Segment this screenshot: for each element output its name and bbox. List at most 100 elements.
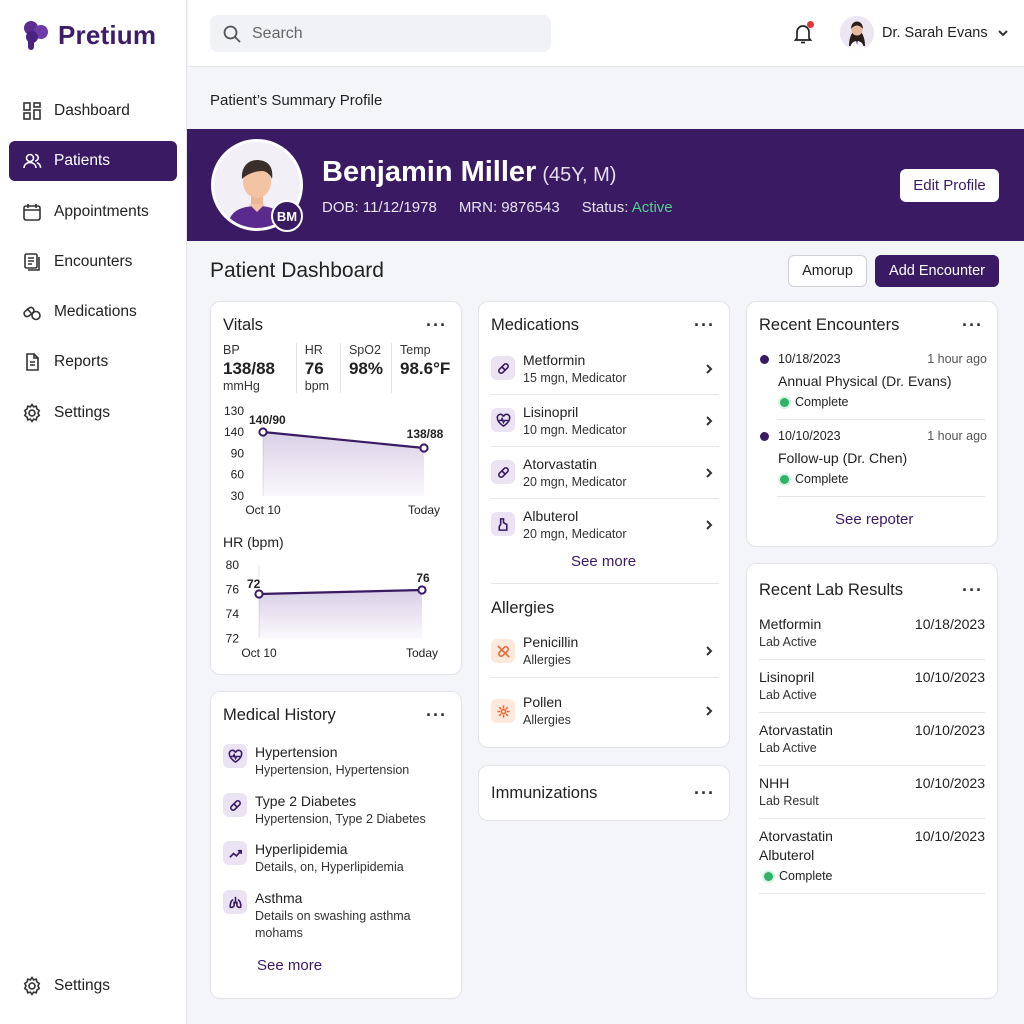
y-tick-label: 72: [226, 632, 240, 646]
edit-profile-button[interactable]: Edit Profile: [900, 169, 999, 202]
user-menu[interactable]: Dr. Sarah Evans: [840, 16, 1010, 50]
history-sub: Hypertension, Hypertension: [255, 763, 410, 777]
app-logo[interactable]: Pretium: [20, 18, 156, 52]
status-dot: [764, 871, 773, 881]
encounter-item[interactable]: 10/10/2023 1 hour ago Follow-up (Dr. Che…: [747, 425, 999, 497]
data-point: [419, 443, 429, 453]
gear-icon: [23, 402, 41, 423]
encounter-item[interactable]: 10/18/2023 1 hour ago Annual Physical (D…: [747, 348, 999, 420]
lab-status: Lab Active: [759, 688, 817, 702]
allergies-title: Allergies: [491, 599, 555, 617]
medication-row[interactable]: Metformin 15 mgn, Medicator: [491, 346, 719, 395]
lab-date: 10/10/2023: [914, 669, 985, 685]
more-options-button[interactable]: ···: [962, 580, 983, 600]
y-tick-label: 76: [226, 583, 240, 597]
patient-name: Benjamin Miller (45Y, M): [322, 156, 616, 189]
see-more-link[interactable]: See more: [257, 957, 323, 974]
inhaler-icon: [497, 517, 508, 531]
see-more-link[interactable]: See more: [571, 553, 637, 570]
vital-label: SpO2: [348, 343, 381, 357]
lab-date: 10/10/2023: [914, 722, 985, 738]
lab-row[interactable]: Lisinopril Lab Active 10/10/2023: [759, 667, 985, 713]
lab-row[interactable]: Atorvastatin Lab Active 10/10/2023: [759, 720, 985, 766]
lab-date: 10/18/2023: [914, 616, 985, 632]
sidebar-item-settings-bottom[interactable]: Settings: [9, 966, 177, 1006]
chevron-down-icon: [997, 30, 1008, 37]
more-options-button[interactable]: ···: [962, 315, 983, 335]
icon-container: [223, 744, 247, 768]
sidebar-bottom: Settings: [9, 966, 177, 1016]
patient-mrn: MRN: 9876543: [458, 199, 560, 216]
y-tick-label: 140: [224, 425, 244, 439]
more-options-button[interactable]: ···: [426, 315, 447, 335]
sidebar-item-appointments[interactable]: Appointments: [9, 192, 177, 232]
divider: [491, 583, 719, 584]
icon-container: [491, 356, 515, 380]
medication-row[interactable]: Atorvastatin 20 mgn, Medicator: [491, 450, 719, 499]
y-tick-label: 74: [226, 607, 240, 621]
series-line: [258, 588, 423, 596]
sidebar-item-reports[interactable]: Reports: [9, 342, 177, 382]
icon-container: [491, 460, 515, 484]
encounter-title: Follow-up (Dr. Chen): [778, 450, 908, 466]
more-options-button[interactable]: ···: [694, 315, 715, 335]
vital-label: HR: [304, 343, 323, 357]
encounter-date: 10/18/2023: [778, 352, 841, 366]
dashboard-icon: [23, 102, 41, 120]
medication-dose: 20 mgn, Medicator: [523, 527, 627, 541]
search-box[interactable]: [210, 15, 551, 52]
patient-age-sex: (45Y, M): [542, 164, 617, 186]
notification-badge: [807, 21, 814, 28]
user-photo-icon: [840, 16, 874, 50]
allergy-type: Allergies: [523, 713, 571, 727]
lab-status: Lab Active: [759, 741, 817, 755]
icon-container: [223, 793, 247, 817]
sidebar-item-encounters[interactable]: Encounters: [9, 242, 177, 282]
medication-row[interactable]: Albuterol 20 mgn, Medicator: [491, 502, 719, 551]
allergy-row[interactable]: Penicillin Allergies: [491, 627, 719, 678]
immunizations-card[interactable]: Immunizations ···: [478, 765, 730, 821]
status-value: Active: [631, 199, 673, 216]
medication-name: Metformin: [523, 352, 586, 368]
patient-name-text: Benjamin Miller: [322, 156, 537, 188]
icon-container: [223, 890, 247, 914]
status-dot: [780, 474, 789, 484]
medical-history-card: Medical History ··· Hypertension Hyperte…: [210, 691, 462, 999]
pills-icon: [23, 306, 41, 321]
patient-meta: DOB: 11/12/1978 MRN: 9876543 Status: Act…: [322, 199, 673, 216]
add-encounter-button[interactable]: Add Encounter: [875, 255, 999, 287]
card-title: Immunizations: [491, 784, 598, 802]
status-badge: Complete: [764, 869, 833, 883]
vital-unit: bpm: [304, 379, 330, 393]
bp-chart: 130 140 90 60 30 140/90 138/88 Oct 10 Today: [224, 404, 444, 517]
lab-row[interactable]: Metformin Lab Active 10/18/2023: [759, 614, 985, 660]
encounters-icon: [24, 253, 40, 271]
no-pill-icon: [496, 644, 510, 658]
sidebar-item-patients[interactable]: Patients: [9, 141, 177, 182]
vital-value: 76: [304, 359, 324, 378]
medication-name: Albuterol: [523, 508, 579, 524]
sidebar-item-dashboard[interactable]: Dashboard: [9, 91, 177, 131]
encounter-date: 10/10/2023: [778, 429, 841, 443]
notifications-button[interactable]: [792, 21, 816, 46]
sidebar-item-label: Dashboard: [54, 102, 130, 119]
allergy-row[interactable]: Pollen Allergies: [491, 687, 719, 737]
medication-dose: 15 mgn, Medicator: [523, 371, 627, 385]
sidebar-item-medications[interactable]: Medications: [9, 292, 177, 332]
amorup-button[interactable]: Amorup: [788, 255, 867, 287]
area-fill: [259, 590, 422, 638]
more-options-button[interactable]: ···: [694, 783, 715, 803]
sidebar-item-label: Settings: [54, 403, 111, 421]
sidebar-item-settings[interactable]: Settings: [9, 393, 177, 433]
medication-dose: 20 mgn, Medicator: [523, 475, 627, 489]
data-point: [254, 589, 264, 599]
encounter-time: 1 hour ago: [927, 352, 987, 366]
medication-row[interactable]: Lisinopril 10 mgn. Medicator: [491, 398, 719, 447]
lab-row[interactable]: NHH Lab Result 10/10/2023: [759, 772, 985, 819]
search-input[interactable]: [252, 24, 532, 43]
more-options-button[interactable]: ···: [426, 705, 447, 725]
history-sub: Details, on, Hyperlipidemia: [255, 860, 404, 874]
see-more-link[interactable]: See repoter: [835, 511, 914, 528]
medication-name: Atorvastatin: [523, 456, 597, 472]
lab-row[interactable]: Atorvastatin Albuterol 10/10/2023 Comple…: [759, 826, 985, 894]
